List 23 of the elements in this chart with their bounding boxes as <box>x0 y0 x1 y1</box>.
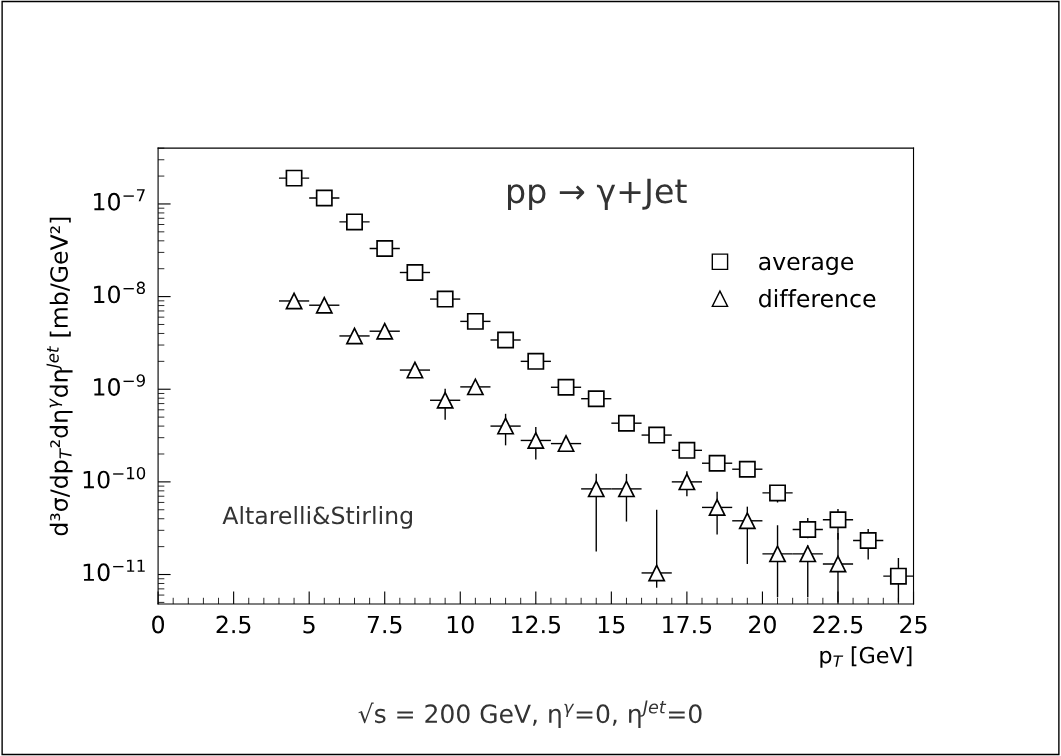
x-tick-label: 17.5 <box>663 615 712 634</box>
x-tick-label: 5 <box>303 615 315 634</box>
y-tick-label: 10$^{−11}$ <box>83 559 145 582</box>
y-tick-label: 10$^{−10}$ <box>83 466 146 489</box>
x-tick-label: 20 <box>749 615 776 634</box>
text: pp → γ+Jet <box>508 178 687 210</box>
x-tick-label: 2.5 <box>216 615 251 634</box>
y-tick-label: 10$^{−8}$ <box>94 281 145 304</box>
x-tick-label: 22.5 <box>813 615 863 634</box>
x-tick-label: 7.5 <box>367 615 402 634</box>
x-axis-title: p$_{T}$ [GeV] <box>820 646 912 668</box>
x-tick-label: 0 <box>152 615 165 634</box>
x-tick-label: 15 <box>598 615 625 634</box>
y-axis-title: d³σ/dp$_{T}$²dη$^{γ}$dη$^{Jet}$ [mb/GeV²] <box>46 217 73 536</box>
x-tick-label: 12.5 <box>512 615 561 634</box>
text: √s = 200 GeV, η$^{γ}$=0, η$^{Jet}$=0 <box>358 700 702 729</box>
x-tick-label: 10 <box>447 615 474 634</box>
y-tick-label: 10$^{−7}$ <box>94 189 145 211</box>
annotation: Altarelli&Stirling <box>222 506 412 529</box>
legend-label: difference <box>759 289 876 308</box>
y-tick-label: 10$^{−9}$ <box>94 374 145 396</box>
x-tick-label: 25 <box>900 615 927 634</box>
legend-label: average <box>759 256 854 275</box>
